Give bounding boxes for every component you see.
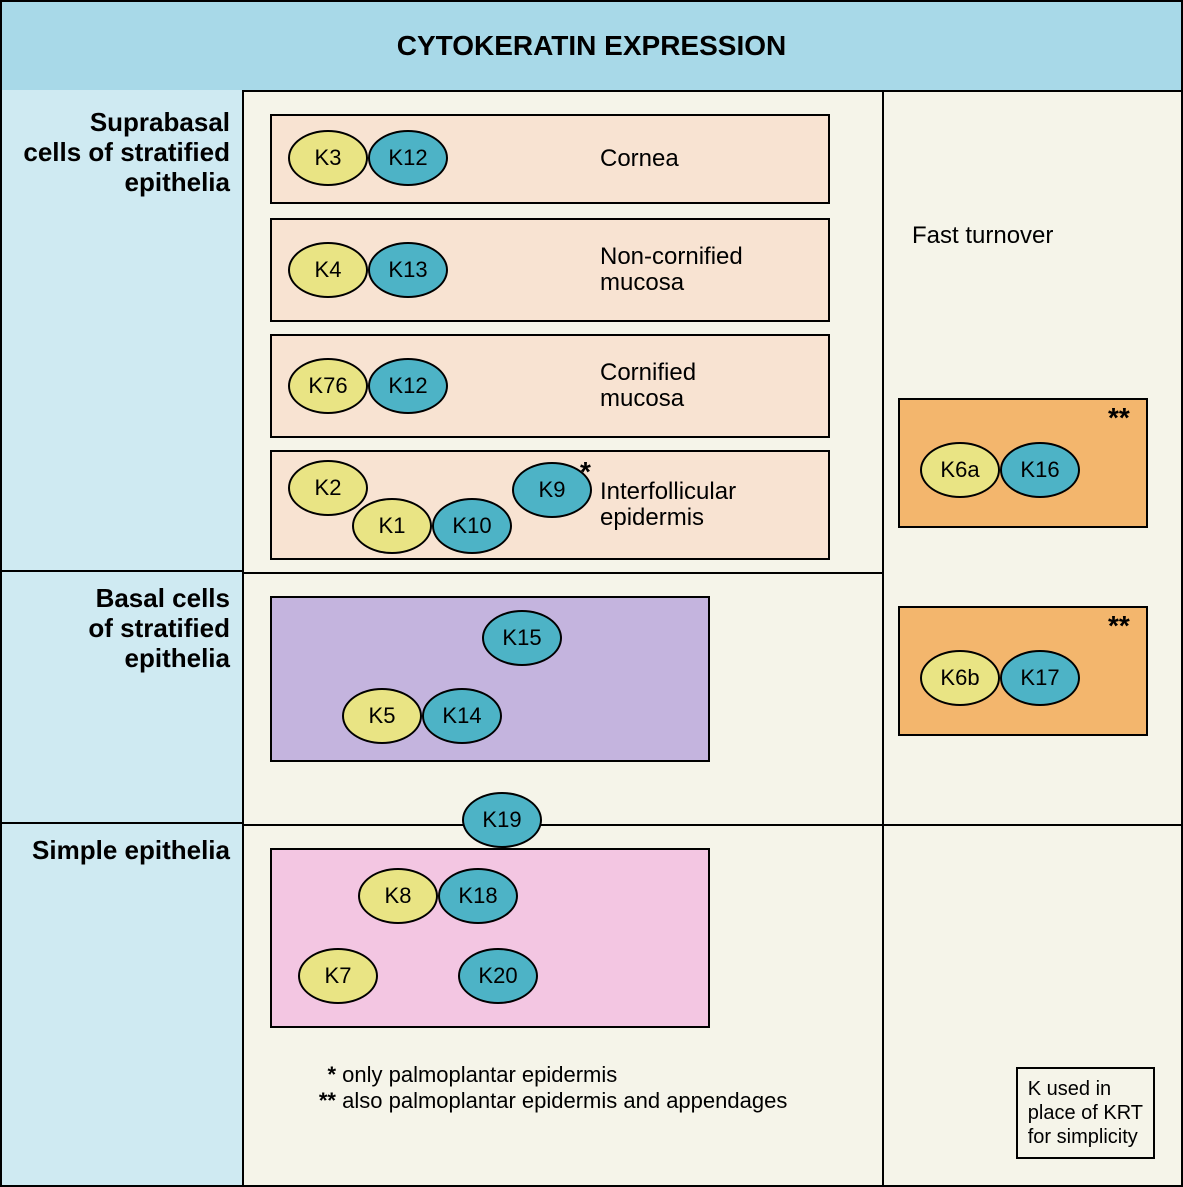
keratin-oval: K4 (288, 242, 368, 298)
divider (2, 570, 242, 572)
right-column-label: Fast turnover (912, 222, 1053, 250)
superscript-marker: ** (1108, 610, 1130, 642)
footnote-star: * only palmoplantar epidermis (302, 1062, 787, 1088)
keratin-oval: K5 (342, 688, 422, 744)
left-column: Suprabasalcells of stratifiedepithelia B… (2, 90, 242, 1185)
keratin-oval: K76 (288, 358, 368, 414)
keratin-oval: K12 (368, 130, 448, 186)
box-label: Cornea (600, 146, 679, 172)
keratin-oval: K16 (1000, 442, 1080, 498)
box-label: Interfollicularepidermis (600, 479, 736, 532)
keratin-oval: K6b (920, 650, 1000, 706)
footnotes: * only palmoplantar epidermis ** also pa… (302, 1062, 787, 1115)
keratin-oval: K1 (352, 498, 432, 554)
row-label-suprabasal: Suprabasalcells of stratifiedepithelia (23, 108, 230, 198)
keratin-oval: K19 (462, 792, 542, 848)
keratin-oval: K12 (368, 358, 448, 414)
keratin-oval: K17 (1000, 650, 1080, 706)
divider (244, 572, 882, 574)
keratin-oval: K8 (358, 868, 438, 924)
diagram-root: CYTOKERATIN EXPRESSION Suprabasalcells o… (0, 0, 1183, 1187)
superscript-marker: ** (1108, 402, 1130, 434)
page-title: CYTOKERATIN EXPRESSION (397, 30, 786, 61)
row-label-simple: Simple epithelia (32, 836, 230, 866)
keratin-oval: K13 (368, 242, 448, 298)
divider (244, 824, 882, 826)
keratin-oval: K6a (920, 442, 1000, 498)
abbreviation-note: K used inplace of KRTfor simplicity (1016, 1067, 1155, 1159)
footnote-double-star: ** also palmoplantar epidermis and appen… (302, 1088, 787, 1114)
divider (2, 822, 242, 824)
keratin-oval: K18 (438, 868, 518, 924)
keratin-oval: K14 (422, 688, 502, 744)
box-label: Non-cornifiedmucosa (600, 244, 743, 297)
keratin-oval: K15 (482, 610, 562, 666)
keratin-oval: K2 (288, 460, 368, 516)
keratin-oval: K20 (458, 948, 538, 1004)
title-bar: CYTOKERATIN EXPRESSION (2, 2, 1181, 90)
box-label: Cornifiedmucosa (600, 360, 696, 413)
keratin-oval: K7 (298, 948, 378, 1004)
superscript-marker: * (580, 456, 591, 488)
divider (884, 824, 1181, 826)
keratin-oval: K10 (432, 498, 512, 554)
keratin-oval: K3 (288, 130, 368, 186)
row-label-basal: Basal cellsof stratifiedepithelia (88, 584, 230, 674)
